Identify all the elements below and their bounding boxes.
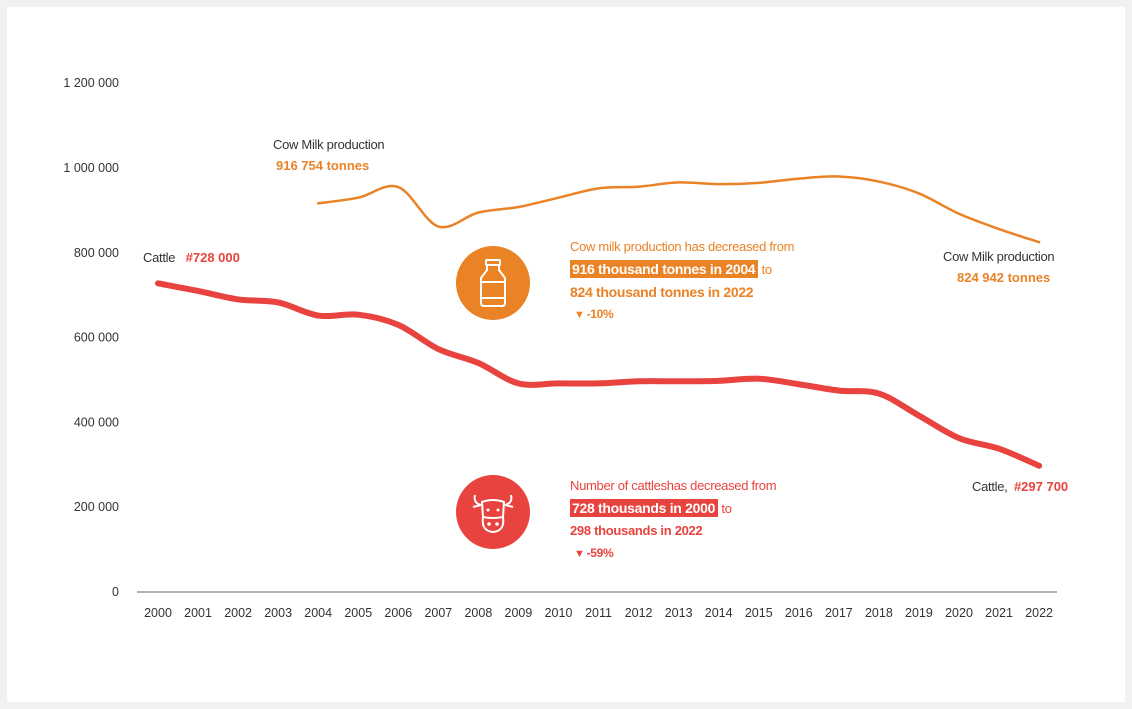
x-tick-label: 2016 [785, 606, 813, 620]
cattle-series-line [155, 280, 1043, 469]
x-tick-label: 2012 [625, 606, 653, 620]
line-chart: 0 200 000 400 000 600 000 800 000 1 000 000 1 … [63, 76, 1057, 620]
cattle-start-value: #728 000 [185, 250, 240, 265]
milk-start-label: Cow Milk production [273, 137, 385, 152]
cattle-end-annotation: Cattle, #297 700 [972, 478, 1068, 496]
cattle-note-end: 298 thousands in 2022 [570, 523, 703, 538]
cattle-start-label: Cattle [143, 250, 176, 265]
y-tick-label: 1 200 000 [63, 76, 119, 90]
milk-note-end: 824 thousand tonnes in 2022 [570, 284, 754, 300]
x-tick-label: 2010 [545, 606, 573, 620]
milk-note-to: to [761, 262, 773, 277]
milk-note-change: -10% [586, 307, 614, 321]
x-tick-label: 2014 [705, 606, 733, 620]
down-triangle-icon: ▼ [574, 548, 585, 560]
milk-note-intro: Cow milk production has decreased from [570, 239, 795, 254]
milk-note-highlight: 916 thousand tonnes in 2004 [570, 260, 759, 278]
x-tick-label: 2011 [585, 606, 612, 620]
x-tick-label: 2015 [745, 606, 773, 620]
y-tick-label: 800 000 [74, 246, 119, 260]
y-tick-label: 0 [112, 585, 119, 599]
x-tick-label: 2004 [304, 606, 332, 620]
x-tick-label: 2022 [1025, 606, 1053, 620]
x-tick-label: 2000 [144, 606, 172, 620]
cattle-note-intro: Number of cattleshas decreased from [570, 478, 777, 493]
x-tick-label: 2003 [264, 606, 292, 620]
y-tick-label: 1 000 000 [63, 161, 119, 175]
x-tick-label: 2021 [985, 606, 1013, 620]
milk-start-value: 916 754 tonnes [276, 158, 370, 173]
cattle-start-annotation: Cattle #728 000 [143, 249, 240, 267]
x-tick-label: 2020 [945, 606, 973, 620]
x-tick-label: 2017 [825, 606, 853, 620]
x-tick-label: 2006 [384, 606, 412, 620]
x-tick-label: 2005 [344, 606, 372, 620]
x-tick-label: 2013 [665, 606, 693, 620]
x-tick-label: 2008 [464, 606, 492, 620]
x-tick-label: 2007 [424, 606, 452, 620]
cattle-note-to: to [721, 501, 732, 516]
down-triangle-icon: ▼ [574, 309, 585, 321]
x-tick-label: 2002 [224, 606, 252, 620]
cattle-note-change: -59% [586, 546, 614, 560]
y-tick-label: 200 000 [74, 500, 119, 514]
cattle-note: Number of cattleshas decreased from 728 … [570, 475, 777, 565]
x-tick-label: 2019 [905, 606, 933, 620]
y-tick-label: 600 000 [74, 331, 119, 345]
milk-note: Cow milk production has decreased from 9… [570, 236, 794, 326]
milk-end-value: 824 942 tonnes [957, 270, 1051, 285]
cattle-end-value: #297 700 [1013, 479, 1069, 494]
milk-end-label: Cow Milk production [943, 249, 1055, 264]
cattle-end-label: Cattle, [972, 479, 1008, 494]
milk-bottle-icon [456, 246, 530, 320]
milk-series-line [316, 175, 1041, 244]
x-tick-label: 2018 [865, 606, 893, 620]
chart-card: 0 200 000 400 000 600 000 800 000 1 000 000 1 … [7, 7, 1125, 702]
y-tick-label: 400 000 [74, 415, 119, 429]
cattle-note-highlight: 728 thousands in 2000 [570, 499, 719, 517]
x-tick-label: 2001 [184, 606, 212, 620]
x-tick-label: 2009 [505, 606, 533, 620]
cow-head-icon [456, 475, 530, 549]
